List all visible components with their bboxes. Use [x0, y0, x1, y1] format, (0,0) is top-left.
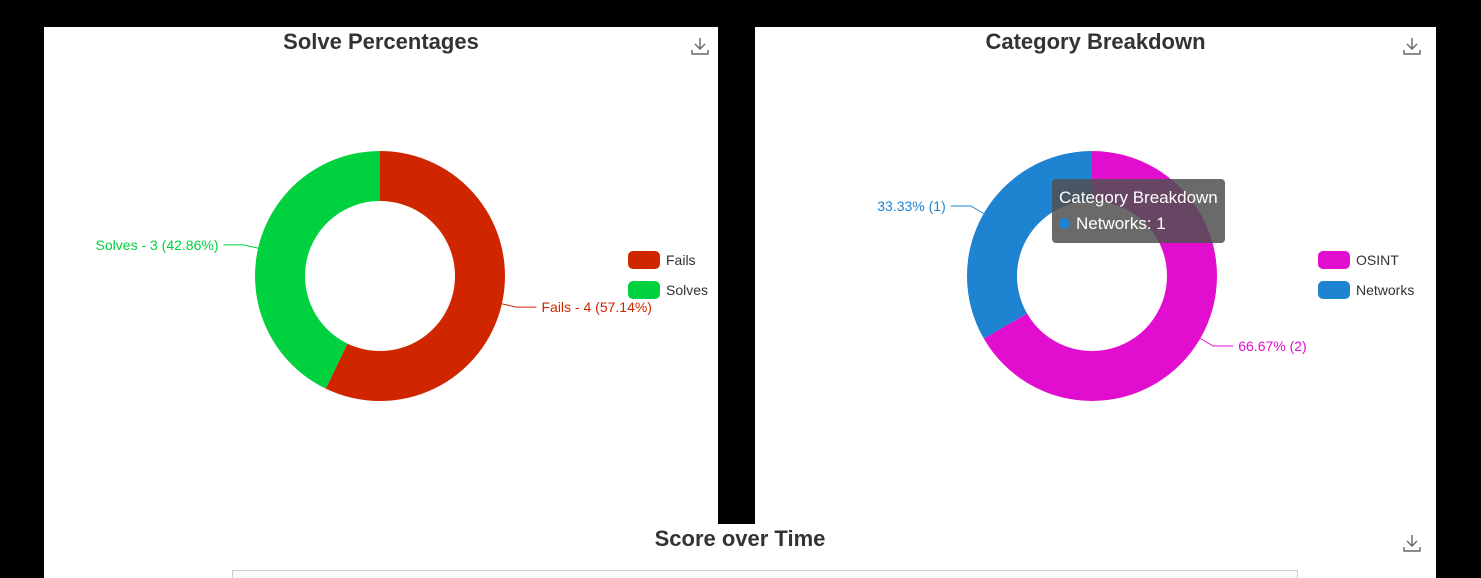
pie-slice-solves[interactable] [255, 151, 380, 389]
pie-slice-fails[interactable] [325, 151, 506, 402]
legend-label-solves[interactable]: Solves [666, 282, 708, 298]
download-icon[interactable] [690, 36, 710, 56]
slice-label: 33.33% (1) [877, 198, 945, 214]
download-icon[interactable] [1402, 533, 1422, 553]
tooltip-text: Networks: 1 [1076, 214, 1166, 233]
score-over-time-panel: Score over Time [44, 524, 1436, 578]
chart-title: Score over Time [654, 526, 826, 551]
tooltip-row: Networks: 1 [1059, 211, 1218, 237]
legend-swatch-solves[interactable] [628, 281, 660, 299]
slice-label: 66.67% (2) [1238, 338, 1306, 354]
legend-swatch-networks[interactable] [1318, 281, 1350, 299]
legend-label-networks[interactable]: Networks [1356, 282, 1414, 298]
chart-title: Category Breakdown [985, 29, 1206, 54]
solve-percentages-chart: Fails - 4 (57.14%) Solves - 3 (42.86%) Fa… [96, 151, 708, 402]
chart-tooltip: Category Breakdown Networks: 1 [1052, 179, 1225, 243]
legend-swatch-fails[interactable] [628, 251, 660, 269]
label-leader-line [501, 303, 537, 308]
legend-swatch-osint[interactable] [1318, 251, 1350, 269]
solve-percentages-panel: Solve Percentages Fails - 4 (57.14%) Solv… [44, 27, 718, 578]
score-plot-area [232, 570, 1298, 578]
slice-label: Fails - 4 (57.14%) [541, 299, 651, 315]
category-breakdown-chart: 66.67% (2) 33.33% (1) OSINT Networks [877, 151, 1414, 401]
legend-label-fails[interactable]: Fails [666, 252, 696, 268]
label-leader-line [1200, 338, 1234, 347]
label-leader-line [950, 205, 984, 214]
download-icon[interactable] [1402, 36, 1422, 56]
label-leader-line [223, 244, 259, 249]
chart-title: Solve Percentages [283, 29, 479, 54]
category-breakdown-panel: Category Breakdown 66.67% (2) 33.33% (1) … [755, 27, 1436, 578]
slice-label: Solves - 3 (42.86%) [96, 237, 219, 253]
tooltip-title: Category Breakdown [1059, 188, 1218, 207]
tooltip-marker [1059, 218, 1070, 229]
legend-label-osint[interactable]: OSINT [1356, 252, 1399, 268]
